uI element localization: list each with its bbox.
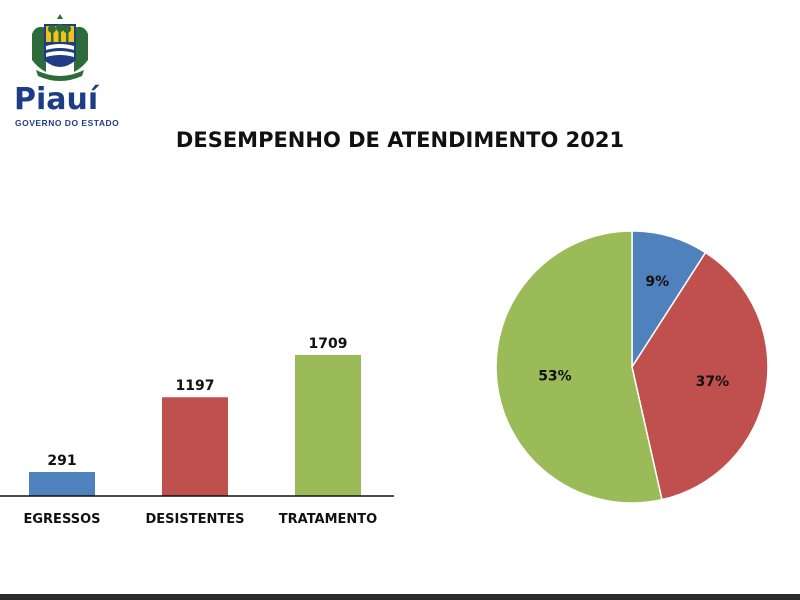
pie-slice-label: 37% bbox=[696, 374, 730, 390]
category-label: DESISTENTES bbox=[146, 512, 245, 527]
category-label: TRATAMENTO bbox=[279, 512, 377, 527]
category-label: EGRESSOS bbox=[24, 512, 101, 527]
piaui-coat-of-arms-logo bbox=[32, 14, 88, 81]
bar-data-label: 1197 bbox=[176, 378, 215, 394]
pie-chart: 9% 37% 53% bbox=[495, 230, 769, 504]
pie-slice bbox=[495, 230, 663, 504]
pie-slice-label: 9% bbox=[645, 274, 669, 290]
bar-tratamento bbox=[295, 355, 361, 496]
logo-subtitle: GOVERNO DO ESTADO bbox=[15, 118, 120, 128]
chart-title: DESEMPENHO DE ATENDIMENTO 2021 bbox=[175, 128, 625, 152]
bar-chart: 291 EGRESSOS 1197 DESISTENTES 1709 TRATAMENTO bbox=[0, 336, 394, 527]
pie-slice-label: 53% bbox=[538, 369, 572, 385]
bar-data-label: 1709 bbox=[309, 336, 348, 352]
bottom-border bbox=[0, 594, 800, 600]
coat-of-arms-icon bbox=[32, 14, 88, 81]
logo-wordmark: Piauí bbox=[14, 82, 99, 117]
bar-desistentes bbox=[162, 397, 228, 496]
bar-data-label: 291 bbox=[47, 453, 76, 469]
pie-slice bbox=[631, 251, 769, 501]
bar-egressos bbox=[29, 471, 95, 496]
